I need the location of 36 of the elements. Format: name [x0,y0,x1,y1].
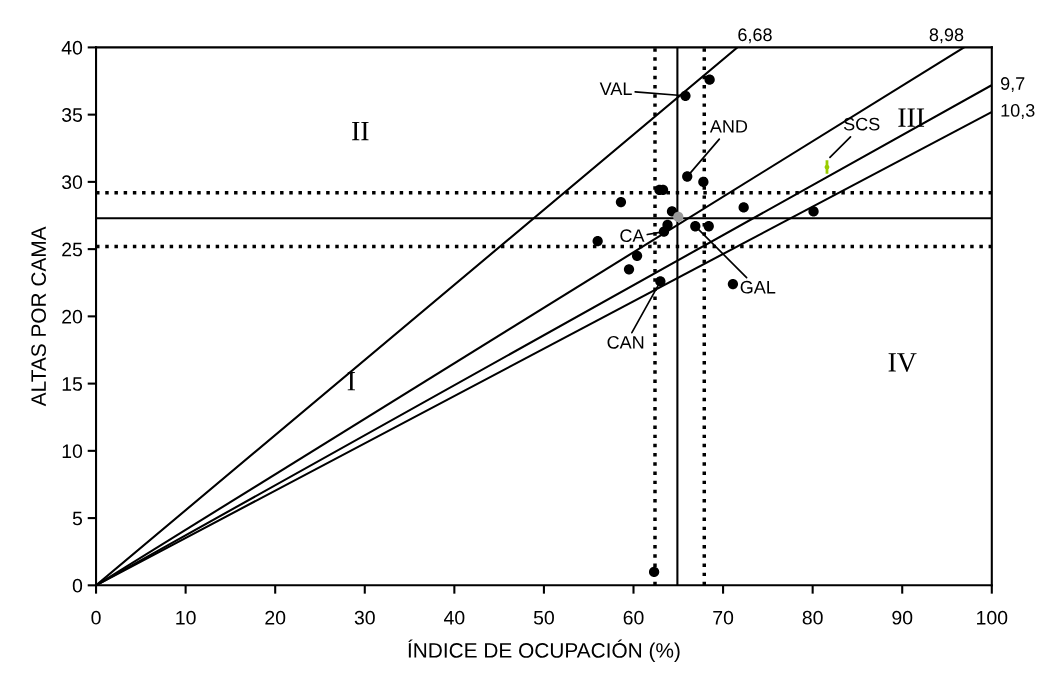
y-tick-label: 40 [61,40,83,55]
x-tick-label: 50 [533,610,554,625]
annotation: 9,7 [1000,77,1025,93]
x-tick-label: 30 [354,610,375,625]
annotation: III [898,108,925,127]
annotation: IV [888,353,917,372]
y-tick-label: 0 [72,578,83,593]
annotation: I [347,372,355,391]
y-axis-title: ALTAS POR CAMA [31,226,46,407]
annotation: CAN [607,335,644,349]
annotation: 6,68 [738,28,772,44]
x-axis-title: ÍNDICE DE OCUPACIÓN (%) [408,639,680,662]
x-tick-label: 90 [892,610,913,625]
annotation: 10,3 [1001,104,1035,119]
annotation: 8,98 [929,28,964,44]
annotation: CA [620,229,645,243]
y-tick-label: 35 [61,108,83,122]
annotation: AND [709,120,748,133]
annotation: VAL [599,82,632,95]
annotation: GAL [740,280,776,294]
x-tick-label: 10 [176,610,196,625]
y-tick-label: 30 [61,175,83,190]
annotation: II [352,121,369,141]
x-tick-label: 60 [623,610,644,625]
x-tick-label: 100 [977,610,1008,625]
y-tick-label: 15 [62,377,83,391]
y-tick-label: 10 [62,444,83,459]
annotation: SCS [843,117,880,131]
x-tick-label: 70 [713,610,734,625]
x-tick-label: 0 [91,610,101,625]
y-tick-label: 25 [62,242,83,257]
y-tick-label: 5 [72,511,83,526]
x-tick-label: 80 [802,610,823,625]
y-tick-label: 20 [62,309,83,324]
x-tick-label: 40 [443,610,465,625]
x-tick-label: 20 [265,610,286,625]
